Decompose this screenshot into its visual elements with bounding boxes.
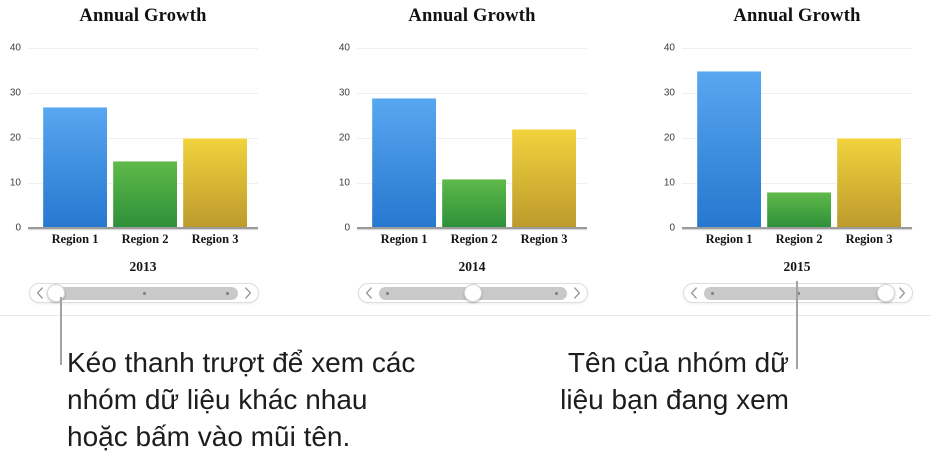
timeline-slider[interactable] — [29, 283, 259, 303]
chevron-right-icon[interactable] — [243, 287, 253, 299]
callout-line-group-name — [796, 281, 798, 369]
gridline — [357, 48, 587, 49]
y-axis-tick-label: 30 — [338, 87, 350, 99]
plot-area: 40 30 20 10 0 Region 1 Region 2 Region 3 — [10, 43, 258, 246]
gridline — [357, 93, 587, 94]
annotation-slider-note: Kéo thanh trượt để xem các nhóm dữ liệu … — [67, 344, 415, 455]
annotation-line: Kéo thanh trượt để xem các — [67, 347, 416, 378]
gridline — [28, 48, 258, 49]
gridline — [682, 48, 912, 49]
annotation-line: nhóm dữ liệu khác nhau — [67, 384, 368, 415]
y-axis-tick-label: 40 — [663, 42, 675, 54]
chart-title: Annual Growth — [733, 6, 861, 26]
slider-position-dot — [386, 291, 389, 295]
chevron-right-icon[interactable] — [897, 287, 907, 299]
x-axis-label: Region 1 — [51, 232, 99, 246]
x-axis-line — [357, 227, 587, 229]
bar-region-2 — [442, 178, 506, 228]
y-axis-tick-label: 20 — [338, 132, 350, 144]
x-axis-label: Region 2 — [775, 232, 823, 246]
slider-thumb[interactable] — [464, 284, 482, 302]
bar-region-3 — [512, 129, 576, 228]
y-axis-tick-label: 10 — [338, 177, 350, 189]
x-axis-line — [28, 227, 258, 229]
bar-region-1 — [43, 106, 107, 228]
slider-thumb[interactable] — [47, 284, 65, 302]
chart-title: Annual Growth — [79, 6, 207, 26]
group-year-label: 2013 — [129, 259, 157, 274]
chart-column-2014: Annual Growth 40 30 20 10 0 Region 1 Reg… — [337, 0, 589, 310]
annotation-group-name-note: Tên của nhóm dữ liệu bạn đang xem — [560, 344, 789, 418]
y-axis-tick-label: 20 — [9, 132, 21, 144]
slider-track[interactable] — [47, 284, 238, 302]
slider-position-dot — [142, 291, 146, 295]
chevron-left-icon[interactable] — [364, 287, 374, 299]
annotation-line: liệu bạn đang xem — [560, 384, 789, 415]
y-axis-tick-label: 40 — [9, 42, 21, 54]
y-axis-tick-label: 10 — [663, 177, 675, 189]
x-axis-label: Region 1 — [705, 232, 753, 246]
gridline — [682, 183, 912, 184]
chart-column-2013: Annual Growth 40 30 20 10 0 Region 1 Reg… — [8, 0, 260, 310]
group-year-label: 2015 — [783, 259, 811, 274]
bar-region-3 — [837, 138, 901, 228]
timeline-slider[interactable] — [683, 283, 913, 303]
y-axis-tick-label: 0 — [15, 222, 21, 234]
slider-position-dot — [796, 291, 800, 295]
callout-line-slider — [60, 297, 62, 365]
chevron-right-icon[interactable] — [572, 287, 582, 299]
gridline — [682, 93, 912, 94]
x-axis-label: Region 3 — [191, 232, 239, 246]
bar-region-1 — [697, 70, 761, 228]
slider-thumb[interactable] — [877, 284, 895, 302]
bar-region-3 — [183, 138, 247, 228]
gridline — [28, 138, 258, 139]
y-axis-tick-label: 30 — [663, 87, 675, 99]
plot-area: 40 30 20 10 0 Region 1 Region 2 Region 3 — [664, 43, 912, 246]
group-year-label: 2014 — [458, 259, 486, 274]
y-axis-tick-label: 20 — [663, 132, 675, 144]
slider-position-dot — [711, 291, 714, 295]
y-axis-tick-label: 40 — [338, 42, 350, 54]
x-axis-label: Region 3 — [845, 232, 893, 246]
chevron-left-icon[interactable] — [35, 287, 45, 299]
bar-region-2 — [113, 160, 177, 228]
slider-track[interactable] — [379, 284, 567, 302]
chevron-left-icon[interactable] — [689, 287, 699, 299]
slider-position-dot — [555, 291, 558, 295]
y-axis-tick-label: 10 — [9, 177, 21, 189]
annotation-line: hoặc bấm vào mũi tên. — [67, 421, 351, 452]
section-divider — [0, 315, 931, 316]
x-axis-label: Region 3 — [520, 232, 568, 246]
y-axis-tick-label: 0 — [344, 222, 350, 234]
y-axis-tick-label: 30 — [9, 87, 21, 99]
x-axis-line — [682, 227, 912, 229]
gridline — [357, 138, 587, 139]
gridline — [28, 93, 258, 94]
gridline — [682, 138, 912, 139]
x-axis-label: Region 2 — [121, 232, 169, 246]
plot-area: 40 30 20 10 0 Region 1 Region 2 Region 3 — [339, 43, 587, 246]
chart-column-2015: Annual Growth 40 30 20 10 0 Region 1 Reg… — [662, 0, 914, 310]
timeline-slider[interactable] — [358, 283, 588, 303]
annotation-line: Tên của nhóm dữ — [567, 347, 789, 378]
x-axis-label: Region 2 — [450, 232, 498, 246]
slider-position-dot — [226, 291, 229, 295]
chart-title: Annual Growth — [408, 6, 536, 26]
y-axis-tick-label: 0 — [669, 222, 675, 234]
slider-track[interactable] — [704, 284, 895, 302]
x-axis-label: Region 1 — [380, 232, 428, 246]
bar-region-1 — [372, 97, 436, 228]
bar-region-2 — [767, 192, 831, 228]
